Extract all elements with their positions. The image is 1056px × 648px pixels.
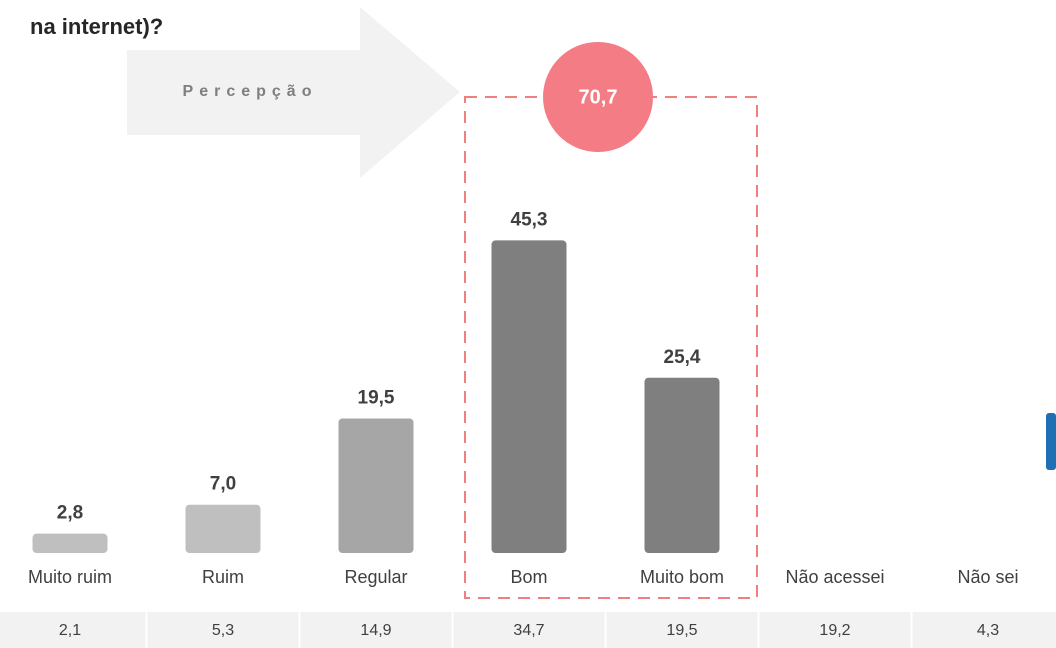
table-cell: 19,5 — [666, 622, 697, 639]
table-cell: 2,1 — [59, 622, 81, 639]
data-label: 7,0 — [210, 474, 236, 495]
arrow — [127, 7, 460, 178]
annotation-circle — [543, 42, 653, 152]
x-tick-label: Muito ruim — [28, 567, 112, 587]
table-cell: 14,9 — [360, 622, 391, 639]
table-cell: 5,3 — [212, 622, 234, 639]
data-label: 45,3 — [511, 209, 548, 230]
x-tick-label: Não sei — [957, 567, 1018, 587]
table-row-bg — [0, 612, 1056, 648]
arrow-label: Percepção — [183, 83, 318, 100]
x-tick-label: Ruim — [202, 567, 244, 587]
data-label: 25,4 — [664, 347, 701, 368]
bar — [338, 418, 414, 553]
x-tick-label: Regular — [344, 567, 407, 587]
chart-title: na internet)? — [30, 14, 163, 39]
x-tick-label: Não acessei — [785, 567, 884, 587]
bar — [185, 504, 261, 553]
x-tick-label: Bom — [510, 567, 547, 587]
side-tab — [1046, 413, 1056, 470]
x-tick-label: Muito bom — [640, 567, 724, 587]
data-label: 2,8 — [57, 503, 83, 524]
bar — [32, 533, 108, 553]
annotation: 70,7 — [579, 86, 618, 108]
bar — [644, 377, 720, 553]
table-cell: 34,7 — [513, 622, 544, 639]
data-label: 19,5 — [358, 387, 395, 408]
table-cell: 4,3 — [977, 622, 999, 639]
table-cell: 19,2 — [819, 622, 850, 639]
bar — [491, 240, 567, 553]
